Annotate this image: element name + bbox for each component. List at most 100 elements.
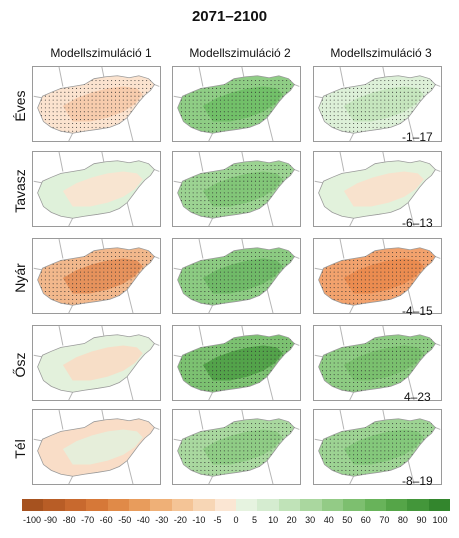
significance-dot	[364, 454, 366, 456]
significance-dot	[380, 294, 382, 297]
significance-dot	[231, 458, 233, 460]
significance-dot	[192, 267, 194, 269]
significance-dot	[419, 99, 421, 101]
significance-dot	[286, 366, 288, 368]
significance-dot	[180, 168, 183, 171]
significance-dot	[235, 111, 237, 113]
significance-dot	[376, 358, 378, 360]
significance-dot	[79, 122, 81, 125]
significance-dot	[251, 430, 253, 432]
significance-dot	[372, 450, 374, 452]
significance-dot	[293, 119, 295, 121]
significance-dot	[247, 374, 249, 376]
significance-dot	[239, 87, 241, 89]
significance-dot	[278, 122, 280, 125]
significance-dot	[180, 469, 183, 471]
significance-dot	[329, 259, 331, 261]
significance-dot	[337, 80, 339, 82]
significance-dot	[392, 366, 394, 368]
significance-dot	[427, 103, 429, 105]
significance-dot	[411, 99, 413, 101]
significance-dot	[223, 450, 225, 452]
significance-dot	[282, 255, 284, 258]
significance-dot	[196, 200, 198, 202]
significance-dot	[266, 207, 268, 210]
significance-dot	[247, 302, 249, 304]
significance-dot	[79, 279, 81, 281]
significance-dot	[337, 122, 339, 125]
color-legend	[22, 499, 451, 511]
significance-dot	[360, 271, 362, 273]
significance-dot	[380, 462, 382, 464]
significance-dot	[231, 423, 233, 425]
significance-dot	[247, 176, 249, 178]
significance-dot	[216, 275, 218, 277]
significance-dot	[254, 263, 257, 265]
significance-dot	[278, 294, 280, 297]
significance-dot	[231, 126, 233, 128]
significance-dot	[337, 469, 339, 471]
significance-dot	[321, 283, 324, 285]
significance-dot	[395, 107, 398, 109]
significance-dot	[48, 103, 50, 105]
significance-dot	[48, 252, 50, 254]
significance-dot	[376, 252, 378, 254]
significance-dot	[72, 91, 74, 93]
significance-dot	[278, 200, 280, 202]
significance-dot	[68, 111, 70, 113]
significance-dot	[146, 95, 148, 97]
significance-dot	[208, 378, 210, 380]
country-border-line	[241, 239, 245, 249]
significance-dot	[274, 342, 276, 345]
significance-dot	[208, 130, 210, 132]
significance-dot	[235, 95, 237, 97]
significance-dot	[345, 99, 347, 101]
significance-dot	[122, 83, 124, 86]
significance-dot	[360, 267, 362, 269]
significance-dot	[407, 381, 409, 384]
significance-dot	[219, 103, 221, 105]
significance-dot	[321, 279, 324, 281]
significance-dot	[239, 423, 241, 425]
significance-dot	[254, 267, 257, 269]
significance-dot	[419, 450, 421, 452]
significance-dot	[380, 283, 382, 285]
significance-dot	[231, 196, 233, 198]
significance-dot	[349, 103, 351, 105]
significance-dot	[196, 80, 198, 82]
significance-dot	[274, 458, 276, 460]
significance-dot	[372, 83, 374, 86]
significance-dot	[376, 462, 378, 464]
significance-dot	[146, 279, 148, 281]
significance-dot	[270, 342, 272, 345]
significance-dot	[180, 454, 183, 456]
significance-dot	[278, 252, 280, 254]
significance-dot	[231, 434, 233, 436]
significance-dot	[251, 207, 253, 210]
significance-dot	[427, 438, 429, 440]
significance-dot	[219, 442, 221, 444]
significance-dot	[293, 200, 295, 202]
significance-dot	[282, 111, 284, 113]
significance-dot	[384, 87, 386, 89]
significance-dot	[274, 430, 276, 432]
significance-dot	[208, 381, 210, 384]
significance-dot	[333, 95, 335, 97]
significance-dot	[122, 115, 124, 117]
significance-dot	[200, 350, 202, 352]
significance-dot	[411, 119, 413, 121]
significance-dot	[68, 302, 70, 304]
significance-dot	[184, 165, 186, 167]
significance-dot	[282, 176, 284, 178]
country-border-line	[208, 217, 214, 226]
significance-dot	[216, 192, 218, 194]
significance-dot	[247, 458, 249, 460]
significance-dot	[48, 298, 50, 300]
significance-dot	[262, 426, 264, 429]
significance-dot	[364, 279, 366, 281]
significance-dot	[321, 438, 324, 440]
significance-dot	[196, 180, 198, 182]
significance-dot	[239, 126, 241, 128]
significance-dot	[325, 354, 327, 356]
significance-dot	[134, 95, 136, 97]
